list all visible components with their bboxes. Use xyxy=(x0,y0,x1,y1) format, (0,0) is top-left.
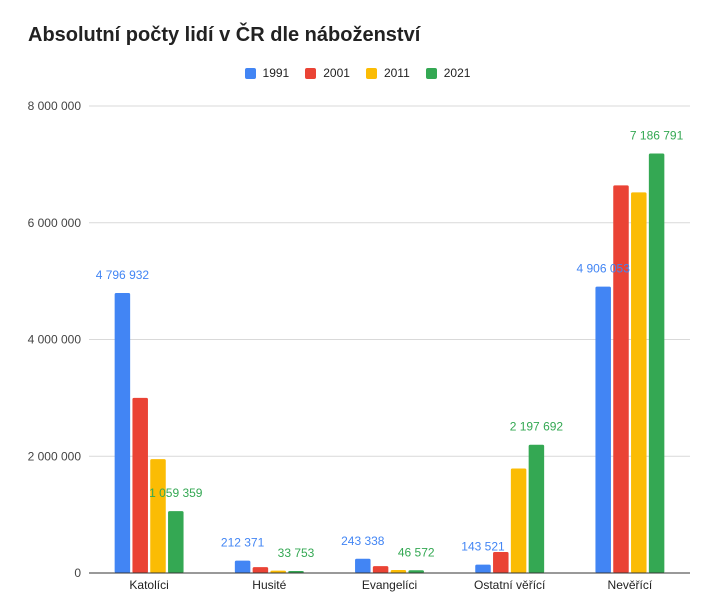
data-label-1991: 4 906 053 xyxy=(577,262,631,276)
legend-swatch xyxy=(425,67,437,79)
data-label-2021: 46 572 xyxy=(398,545,435,559)
y-tick-label: 4 000 000 xyxy=(28,333,82,347)
legend-swatch xyxy=(244,67,256,79)
bar-1991 xyxy=(595,286,611,573)
x-tick-label: Katolíci xyxy=(129,578,168,592)
chart-title: Absolutní počty lidí v ČR dle náboženstv… xyxy=(28,24,421,46)
bar-2021 xyxy=(648,153,665,573)
bar-1991 xyxy=(355,558,371,573)
bar-2021 xyxy=(168,511,184,573)
legend-item-1991: 1991 xyxy=(244,66,290,80)
bar-1991 xyxy=(234,560,251,573)
bar-2021 xyxy=(408,570,424,573)
y-tick-label: 6 000 000 xyxy=(28,216,82,230)
bar-1991 xyxy=(114,292,131,573)
bar-2011 xyxy=(631,192,647,573)
bar-2001 xyxy=(132,397,148,573)
bar-2001 xyxy=(372,566,389,573)
x-tick-label: Ostatní věřící xyxy=(474,578,546,592)
legend-item-2011: 2011 xyxy=(365,66,410,80)
bar-2001 xyxy=(613,185,629,573)
bar-2001 xyxy=(252,567,269,573)
y-tick-label: 0 xyxy=(74,566,81,580)
legend-item-2021: 2021 xyxy=(425,66,471,80)
y-tick-label: 2 000 000 xyxy=(28,449,82,463)
data-label-2021: 1 059 359 xyxy=(149,486,203,500)
legend-label: 1991 xyxy=(262,66,290,80)
bar-2011 xyxy=(150,459,166,573)
x-tick-label: Evangelíci xyxy=(362,578,417,592)
data-label-2021: 7 186 791 xyxy=(630,128,684,142)
data-label-1991: 212 371 xyxy=(221,536,265,550)
data-label-1991: 4 796 932 xyxy=(96,268,150,282)
legend-label: 2001 xyxy=(323,66,350,80)
data-label-2021: 2 197 692 xyxy=(510,420,564,434)
y-tick-label: 8 000 000 xyxy=(28,99,82,113)
bar-2011 xyxy=(510,468,527,573)
bar-2001 xyxy=(493,551,509,573)
data-label-2021: 33 753 xyxy=(278,546,315,560)
x-tick-label: Nevěřící xyxy=(608,578,653,592)
bar-1991 xyxy=(475,564,491,573)
legend-swatch xyxy=(365,67,377,79)
legend-label: 2021 xyxy=(443,66,471,80)
legend-item-2001: 2001 xyxy=(305,66,350,80)
legend-swatch xyxy=(305,67,317,79)
data-label-1991: 243 338 xyxy=(341,534,385,548)
bar-2011 xyxy=(390,569,407,573)
bar-2011 xyxy=(270,570,286,573)
legend-label: 2011 xyxy=(383,66,410,80)
bar-2021 xyxy=(528,444,545,573)
legend: 1991 2001 2011 2021 xyxy=(0,66,715,80)
data-label-1991: 143 521 xyxy=(461,540,505,554)
x-tick-label: Husité xyxy=(252,578,286,592)
